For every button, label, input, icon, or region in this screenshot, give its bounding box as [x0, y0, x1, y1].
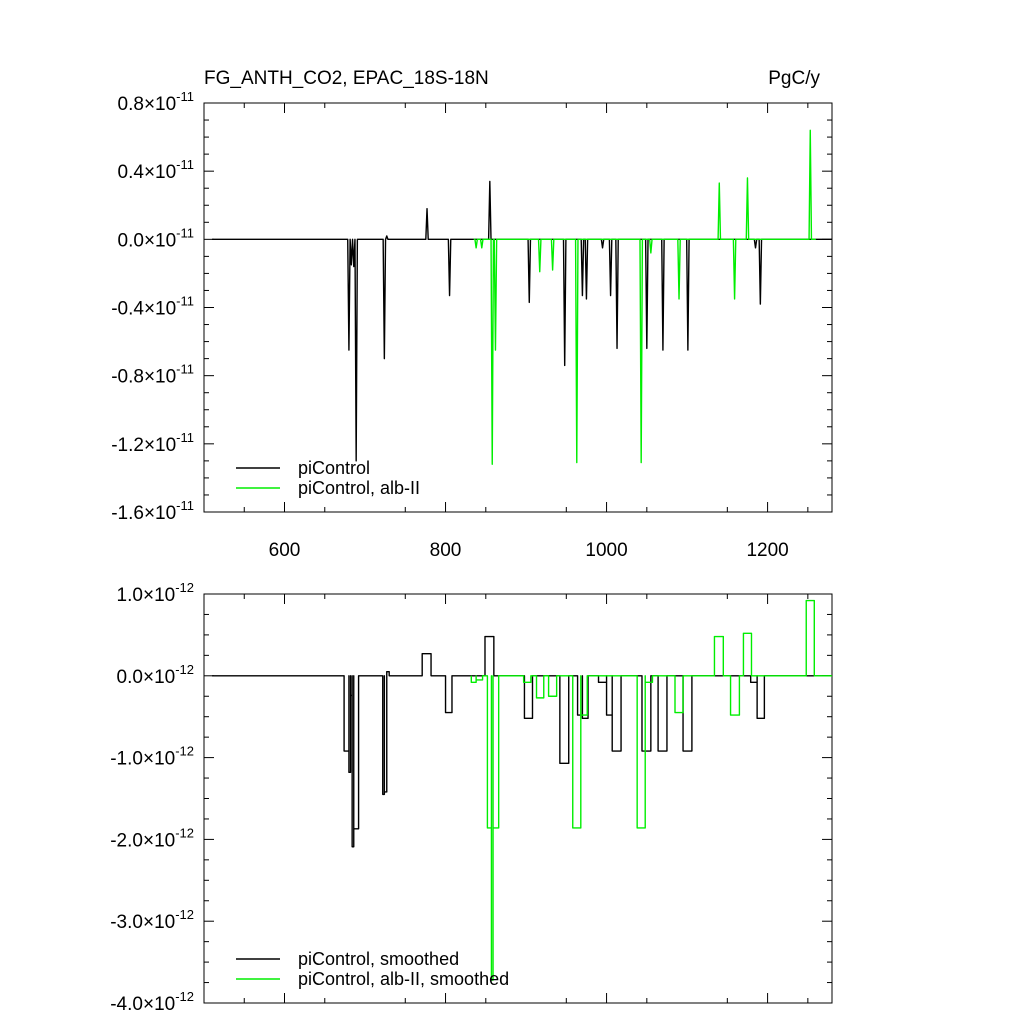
x-tick-label: 1000 [585, 540, 627, 561]
y-tick-label: 0.4×10-11 [118, 157, 194, 183]
y-tick-label: -2.0×10-12 [110, 825, 194, 851]
series-line-0 [212, 180, 832, 462]
y-tick-label: -1.2×10-11 [111, 430, 194, 456]
legend-label-1: piControl, alb-II, smoothed [298, 969, 509, 989]
legend-label-0: piControl, smoothed [298, 949, 459, 969]
chart-title: FG_ANTH_CO2, EPAC_18S-18N [204, 68, 489, 89]
y-tick-label: -3.0×10-12 [110, 907, 194, 933]
y-tick-label: 0.0×10-11 [118, 225, 194, 251]
plot-frame [203, 102, 833, 513]
x-tick-label: 600 [269, 540, 301, 561]
series-line-1 [473, 129, 816, 465]
series-line-1 [470, 599, 832, 981]
panel-top: 600 800 1000 1200 0.8×10-11 0.4×10-11 0.0×10-1… [111, 89, 833, 561]
y-tick-label: -1.0×10-12 [110, 744, 194, 770]
x-tick-label: 1200 [746, 540, 788, 561]
units-label: PgC/y [768, 68, 820, 89]
y-tick-label: -0.8×10-11 [111, 362, 194, 388]
y-tick-label: 0.8×10-11 [118, 89, 194, 115]
x-tick-label: 800 [430, 540, 462, 561]
plot-frame [203, 593, 833, 1004]
y-tick-label: 1.0×10-12 [117, 580, 194, 606]
legend-label-0: piControl [298, 458, 370, 478]
y-tick-label: -1.6×10-11 [111, 498, 194, 524]
y-tick-label: 0.0×10-12 [117, 662, 194, 688]
panel-bottom: 1.0×10-12 0.0×10-12 -1.0×10-12 -2.0×10-12 -3… [110, 580, 833, 1015]
legend-label-1: piControl, alb-II [298, 478, 420, 498]
series-line-0 [212, 635, 832, 848]
y-tick-label: -4.0×10-12 [110, 989, 194, 1015]
y-tick-label: -0.4×10-11 [111, 294, 194, 320]
